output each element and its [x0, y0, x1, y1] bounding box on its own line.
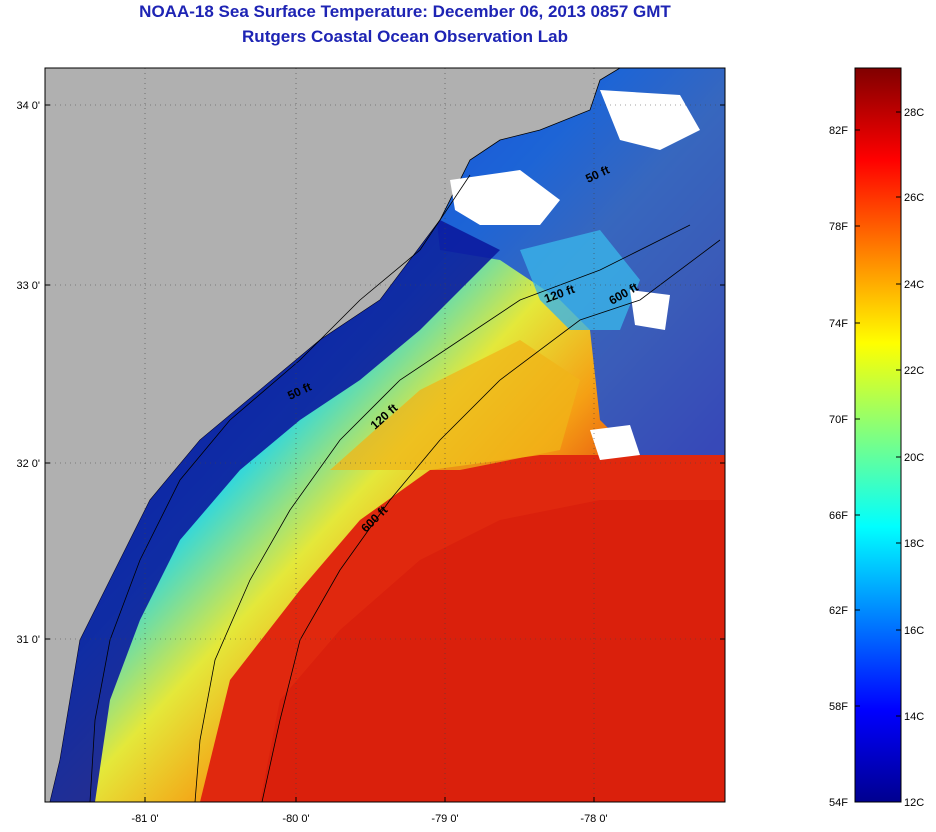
colorbar-label-c: 22C [904, 365, 924, 377]
lon-label: -81 0' [131, 813, 158, 825]
colorbar-label-f: 66F [829, 510, 848, 522]
chart-subtitle: Rutgers Coastal Ocean Observation Lab [242, 27, 568, 46]
colorbar-label-f: 70F [829, 414, 848, 426]
colorbar-label-c: 18C [904, 538, 924, 550]
chart-title: NOAA-18 Sea Surface Temperature: Decembe… [139, 2, 671, 21]
lon-label: -78 0' [580, 813, 607, 825]
cloud-patch [630, 290, 670, 330]
colorbar-label-f: 58F [829, 701, 848, 713]
cold-coastal-water [50, 220, 500, 802]
colorbar-label-f: 82F [829, 125, 848, 137]
colorbar [854, 67, 902, 803]
colorbar-label-c: 28C [904, 107, 924, 119]
colorbar-label-f: 74F [829, 318, 848, 330]
colorbar-label-c: 20C [904, 452, 924, 464]
colorbar-label-f: 54F [829, 797, 848, 809]
lat-label: 33 0' [16, 280, 40, 292]
contour-600ft [261, 239, 721, 802]
contour-120ft [194, 224, 691, 802]
colorbar-label-c: 14C [904, 711, 924, 723]
lat-label: 31 0' [16, 634, 40, 646]
colorbar-label-c: 16C [904, 625, 924, 637]
cloud-patch [450, 170, 560, 225]
colorbar-label-f: 62F [829, 605, 848, 617]
lon-label: -80 0' [282, 813, 309, 825]
lat-label: 32 0' [16, 458, 40, 470]
plot-frame [44, 67, 726, 803]
colorbar-label-c: 12C [904, 797, 924, 809]
mid-water-patch [520, 230, 640, 330]
warm-shelf-water [330, 340, 580, 470]
colorbar-label-f: 78F [829, 221, 848, 233]
cloud-patch [590, 425, 640, 460]
contour-50ft [89, 174, 471, 802]
colorbar-label-c: 26C [904, 192, 924, 204]
gulf-stream-core [260, 500, 725, 802]
lon-label: -79 0' [431, 813, 458, 825]
lat-label: 34 0' [16, 100, 40, 112]
colorbar-label-c: 24C [904, 279, 924, 291]
